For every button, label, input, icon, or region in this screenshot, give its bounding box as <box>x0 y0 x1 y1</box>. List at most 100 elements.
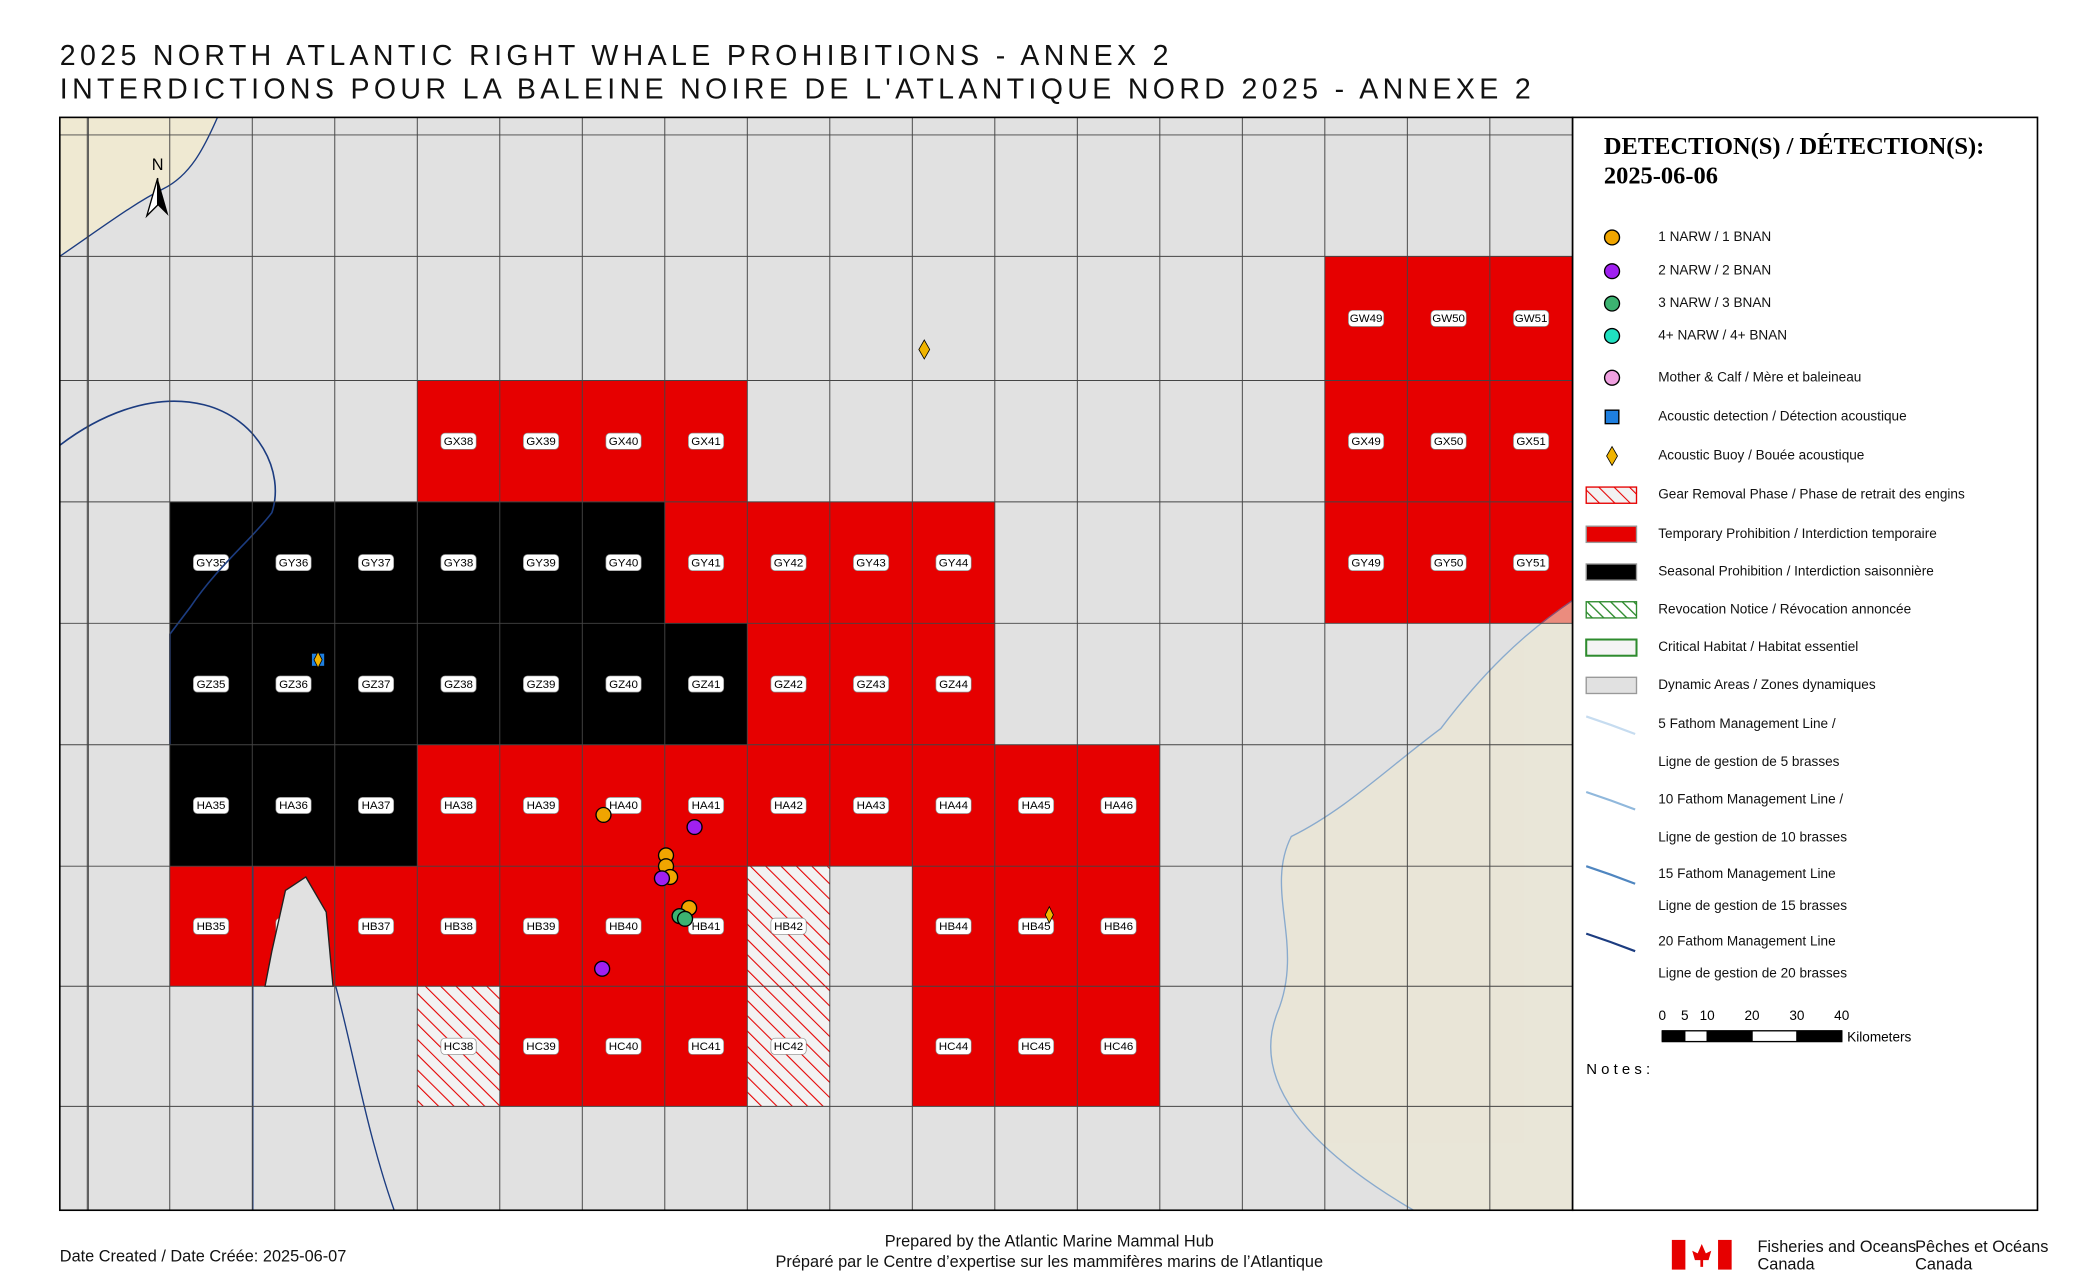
cell-label-box <box>935 675 972 693</box>
cell-label-box <box>605 797 642 814</box>
legend-label: Mother & Calf / Mère et baleineau <box>1658 369 1861 384</box>
dfo-fr: Pêches et Océans <box>1915 1238 2048 1256</box>
cell-label-box <box>193 917 230 935</box>
north-arrow-head <box>157 178 169 216</box>
cell-label: HA43 <box>857 800 886 812</box>
legend-swatch <box>1585 932 1636 953</box>
cell-label: GZ42 <box>774 679 803 691</box>
cell-label-box <box>1348 309 1385 327</box>
cell-label-box <box>770 675 807 693</box>
legend-swatch <box>1585 790 1636 811</box>
cell-label: HB45 <box>1022 921 1051 933</box>
cell-label-box <box>605 432 642 450</box>
cell-label-box <box>688 554 725 572</box>
dfo-en: Fisheries and Oceans <box>1757 1238 1916 1256</box>
cell-label-box <box>605 554 642 572</box>
cell-label: GY39 <box>526 557 556 569</box>
map-area: GW49 GW50 GW51 GX38 GX39 GX40 GX41 GX49 GX50 GX51… <box>59 117 1573 1211</box>
legend-swatch <box>1603 369 1621 386</box>
flag-bar <box>1671 1239 1686 1270</box>
legend-label: 2 NARW / 2 BNAN <box>1658 263 1771 278</box>
cell-label-box <box>275 797 312 814</box>
cell-label-box <box>688 917 725 935</box>
legend-swatch <box>1603 327 1621 345</box>
cell-label-box <box>605 917 642 935</box>
prepared-fr: Préparé par le Centre d’expertise sur le… <box>776 1253 1324 1271</box>
cell-label: GY44 <box>939 557 969 569</box>
cell-label-box <box>523 797 560 814</box>
cell-label: GZ41 <box>692 679 721 691</box>
cell-label: GZ39 <box>527 679 556 691</box>
acoustic-buoy <box>1044 905 1054 924</box>
land <box>1270 599 1573 1211</box>
subtitle: INTERDICTIONS POUR LA BALEINE NOIRE DE L… <box>60 74 1535 106</box>
cell-label: HB46 <box>1104 921 1133 933</box>
cell-label-box <box>1513 309 1550 327</box>
cell-label-box <box>770 797 807 814</box>
legend-label: Acoustic detection / Détection acoustiqu… <box>1658 409 1906 424</box>
cell-label: GW49 <box>1350 313 1383 325</box>
cell-label-box <box>1018 797 1055 814</box>
cell-label: GW50 <box>1432 313 1465 325</box>
scale-label: 20 <box>1744 1008 1759 1023</box>
cell-label-box <box>935 554 972 572</box>
legend-label: Ligne de gestion de 15 brasses <box>1658 898 1847 913</box>
detections <box>310 339 1054 977</box>
cell-label-box <box>1348 432 1385 450</box>
cell-label: HA39 <box>527 800 556 812</box>
coastline <box>59 400 277 745</box>
cell-label: HC39 <box>526 1041 556 1053</box>
cell-label-box <box>1430 432 1467 450</box>
cell-label-box <box>853 797 890 814</box>
dfo-fr: Canada <box>1915 1256 1973 1274</box>
legend-swatch <box>1585 638 1638 657</box>
north-label: N <box>152 156 164 174</box>
cell-label: GX40 <box>609 436 639 448</box>
scale-segment <box>1796 1030 1842 1042</box>
cell-label-box <box>193 554 230 572</box>
cell-label-box <box>935 797 972 814</box>
flag-bar <box>1718 1239 1732 1270</box>
legend-label: Gear Removal Phase / Phase de retrait de… <box>1658 487 1965 502</box>
cell-label-box <box>1100 1037 1137 1055</box>
detection <box>686 818 703 836</box>
north-arrow-head <box>145 177 159 219</box>
scale-label: 5 <box>1681 1008 1689 1023</box>
cell-label: GY50 <box>1434 557 1464 569</box>
cell-label-box <box>688 1037 725 1055</box>
legend-title: DETECTION(S) / DÉTECTION(S): <box>1604 132 1984 160</box>
cell-label: GY35 <box>196 557 226 569</box>
cell-label-box <box>935 917 972 935</box>
legend-label: Acoustic Buoy / Bouée acoustique <box>1658 448 1864 463</box>
cell-label: HB44 <box>939 921 968 933</box>
legend-swatch <box>1585 865 1636 885</box>
scale-label: 10 <box>1700 1008 1715 1023</box>
detection <box>653 870 671 887</box>
cell-label: GZ37 <box>362 679 391 691</box>
cell-label-box <box>523 554 560 572</box>
cell-label: HB38 <box>444 921 473 933</box>
cell-label: HA35 <box>197 800 226 812</box>
coastline <box>252 866 395 1211</box>
cell-label-box <box>440 917 477 935</box>
scale-unit: Kilometers <box>1847 1030 1911 1045</box>
cell-label: GX41 <box>691 436 721 448</box>
cell-label-box <box>358 917 395 935</box>
cell-label: HC41 <box>691 1041 721 1053</box>
cell-label: GW51 <box>1515 313 1548 325</box>
cell-label-box <box>1430 554 1467 572</box>
cell-label-box <box>1018 1037 1055 1055</box>
cell-label: HA36 <box>279 800 308 812</box>
legend-label: Revocation Notice / Révocation annoncée <box>1658 601 1911 616</box>
legend-label: Dynamic Areas / Zones dynamiques <box>1658 677 1876 692</box>
cell-label-box <box>1513 554 1550 572</box>
cell-label: HC38 <box>444 1041 474 1053</box>
legend-swatch <box>1603 295 1621 312</box>
cell-label-box <box>770 917 807 935</box>
legend-label: Ligne de gestion de 20 brasses <box>1658 966 1847 981</box>
cell-label-box <box>688 797 725 814</box>
title: 2025 NORTH ATLANTIC RIGHT WHALE PROHIBIT… <box>60 40 1173 72</box>
cell-label-box <box>688 432 725 450</box>
cell-label-box <box>193 797 230 814</box>
